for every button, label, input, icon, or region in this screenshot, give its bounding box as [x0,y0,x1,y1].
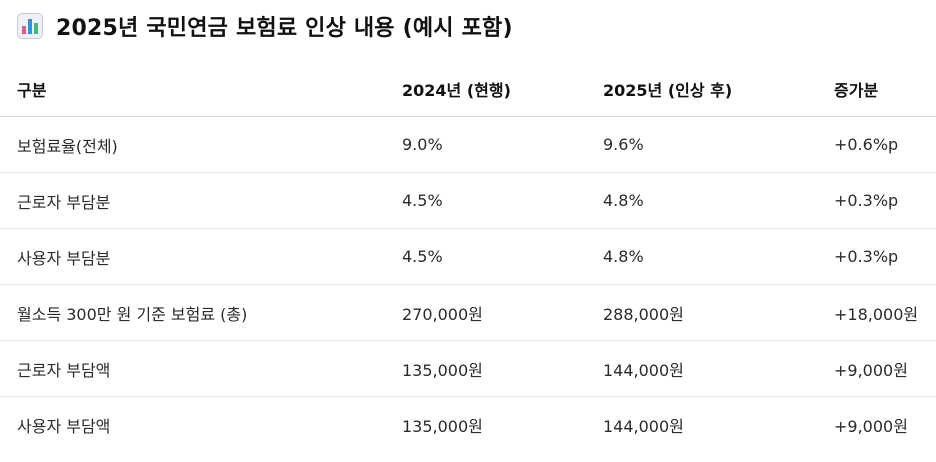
page-heading: 2025년 국민연금 보험료 인상 내용 (예시 포함) [17,8,513,44]
premium-comparison-table: 구분 2024년 (현행) 2025년 (인상 후) 증가분 보험료율(전체) … [0,61,936,452]
cell-2024: 4.5% [402,172,603,229]
cell-2025: 144,000원 [603,340,834,397]
cell-increase: +9,000원 [834,340,936,397]
column-header-2025: 2025년 (인상 후) [603,61,834,117]
column-header-2024: 2024년 (현행) [402,61,603,117]
cell-increase: +18,000원 [834,284,936,341]
table-row: 월소득 300만 원 기준 보험료 (총) 270,000원 288,000원 … [0,284,936,341]
cell-2025: 4.8% [603,172,834,229]
page-title: 2025년 국민연금 보험료 인상 내용 (예시 포함) [56,16,513,41]
row-label: 사용자 부담분 [0,228,402,285]
row-label: 근로자 부담분 [0,172,402,229]
cell-2024: 270,000원 [402,284,603,341]
cell-2024: 4.5% [402,228,603,285]
cell-2025: 9.6% [603,116,834,173]
table-row: 근로자 부담액 135,000원 144,000원 +9,000원 [0,340,936,397]
cell-increase: +9,000원 [834,416,908,436]
table-header-row: 구분 2024년 (현행) 2025년 (인상 후) 증가분 [0,61,936,117]
cell-2025: 4.8% [603,228,834,285]
table-row: 사용자 부담분 4.5% 4.8% +0.3%p [0,228,936,285]
cell-increase: +0.3%p [834,228,936,285]
column-header-category: 구분 [0,61,402,117]
bar-chart-icon [17,13,43,39]
row-label: 보험료율(전체) [0,116,402,173]
cell-2024: 135,000원 [402,340,603,397]
cell-increase: +0.6%p [834,116,936,173]
table-row: 보험료율(전체) 9.0% 9.6% +0.6%p [0,116,936,173]
cell-2025: 144,000원 [603,416,684,436]
cell-increase: +0.3%p [834,172,936,229]
cell-2024: 135,000원 [402,416,483,436]
cell-2025: 288,000원 [603,284,834,341]
row-label: 사용자 부담액 [17,416,111,436]
row-label: 월소득 300만 원 기준 보험료 (총) [0,284,402,341]
cell-2024: 9.0% [402,116,603,173]
table-row: 사용자 부담액 135,000원 144,000원 +9,000원 [0,397,936,453]
column-header-increase: 증가분 [834,61,936,117]
row-label: 근로자 부담액 [0,340,402,397]
table-row: 근로자 부담분 4.5% 4.8% +0.3%p [0,172,936,229]
